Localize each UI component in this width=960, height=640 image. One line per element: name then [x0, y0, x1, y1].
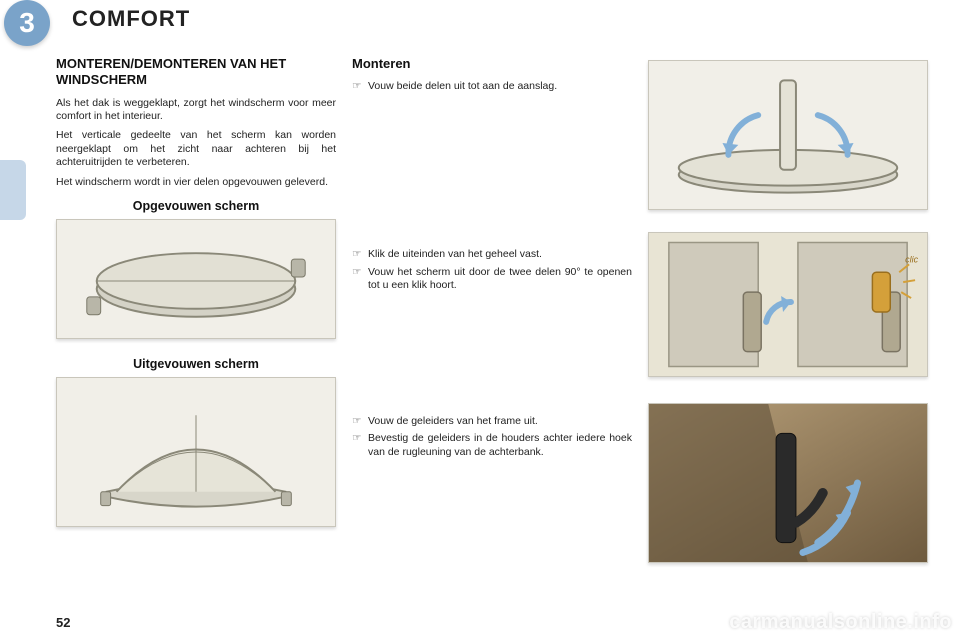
- unfold-step-icon: [649, 60, 927, 210]
- holder-step-icon: [649, 403, 927, 563]
- chapter-number: 3: [19, 7, 35, 39]
- folded-screen-icon: [57, 219, 335, 339]
- unfolded-screen-icon: [57, 377, 335, 527]
- left-para-3: Het windscherm wordt in vier delen opgev…: [56, 176, 336, 189]
- pointer-icon: ☞: [352, 80, 368, 94]
- step-5: ☞ Bevestig de geleiders in de houders ac…: [352, 432, 632, 459]
- pointer-icon: ☞: [352, 415, 368, 429]
- step-4: ☞ Vouw de geleiders van het frame uit.: [352, 415, 632, 429]
- pointer-icon: ☞: [352, 248, 368, 262]
- manual-page: 3 COMFORT MONTEREN/DEMONTEREN VAN HET WI…: [0, 0, 960, 640]
- step-2-text: Klik de uiteinden van het geheel vast.: [368, 248, 632, 262]
- image-step-unfold: [648, 60, 928, 210]
- svg-text:clic: clic: [905, 254, 918, 264]
- step-4-text: Vouw de geleiders van het frame uit.: [368, 415, 632, 429]
- image-folded-screen: [56, 219, 336, 339]
- step-2: ☞ Klik de uiteinden van het geheel vast.: [352, 248, 632, 262]
- left-para-2: Het verticale gedeelte van het scherm ka…: [56, 129, 336, 169]
- step-1: ☞ Vouw beide delen uit tot aan de aansla…: [352, 80, 632, 94]
- chapter-title: COMFORT: [72, 6, 190, 32]
- pointer-icon: ☞: [352, 432, 368, 459]
- page-number: 52: [56, 615, 70, 630]
- content-area: MONTEREN/DEMONTEREN VAN HET WINDSCHERM A…: [56, 56, 936, 616]
- image-unfolded-screen: [56, 377, 336, 527]
- column-right: clic: [648, 56, 928, 563]
- step-3: ☞ Vouw het scherm uit door de twee delen…: [352, 266, 632, 293]
- step-1-text: Vouw beide delen uit tot aan de aanslag.: [368, 80, 632, 94]
- chapter-number-badge: 3: [4, 0, 50, 46]
- image-step-holder: [648, 403, 928, 563]
- click-step-icon: clic: [649, 232, 927, 377]
- image-step-click: clic: [648, 232, 928, 377]
- section-tab: [0, 160, 26, 220]
- left-subtitle-unfolded: Uitgevouwen scherm: [56, 357, 336, 371]
- step-5-text: Bevestig de geleiders in de houders acht…: [368, 432, 632, 459]
- watermark: carmanualsonline.info: [729, 611, 952, 634]
- left-para-1: Als het dak is weggeklapt, zorgt het win…: [56, 97, 336, 124]
- column-left: MONTEREN/DEMONTEREN VAN HET WINDSCHERM A…: [56, 56, 336, 527]
- column-middle: Monteren ☞ Vouw beide delen uit tot aan …: [352, 56, 632, 464]
- mid-section-title: Monteren: [352, 56, 632, 72]
- left-section-title: MONTEREN/DEMONTEREN VAN HET WINDSCHERM: [56, 56, 336, 89]
- pointer-icon: ☞: [352, 266, 368, 293]
- step-3-text: Vouw het scherm uit door de twee delen 9…: [368, 266, 632, 293]
- left-subtitle-folded: Opgevouwen scherm: [56, 199, 336, 213]
